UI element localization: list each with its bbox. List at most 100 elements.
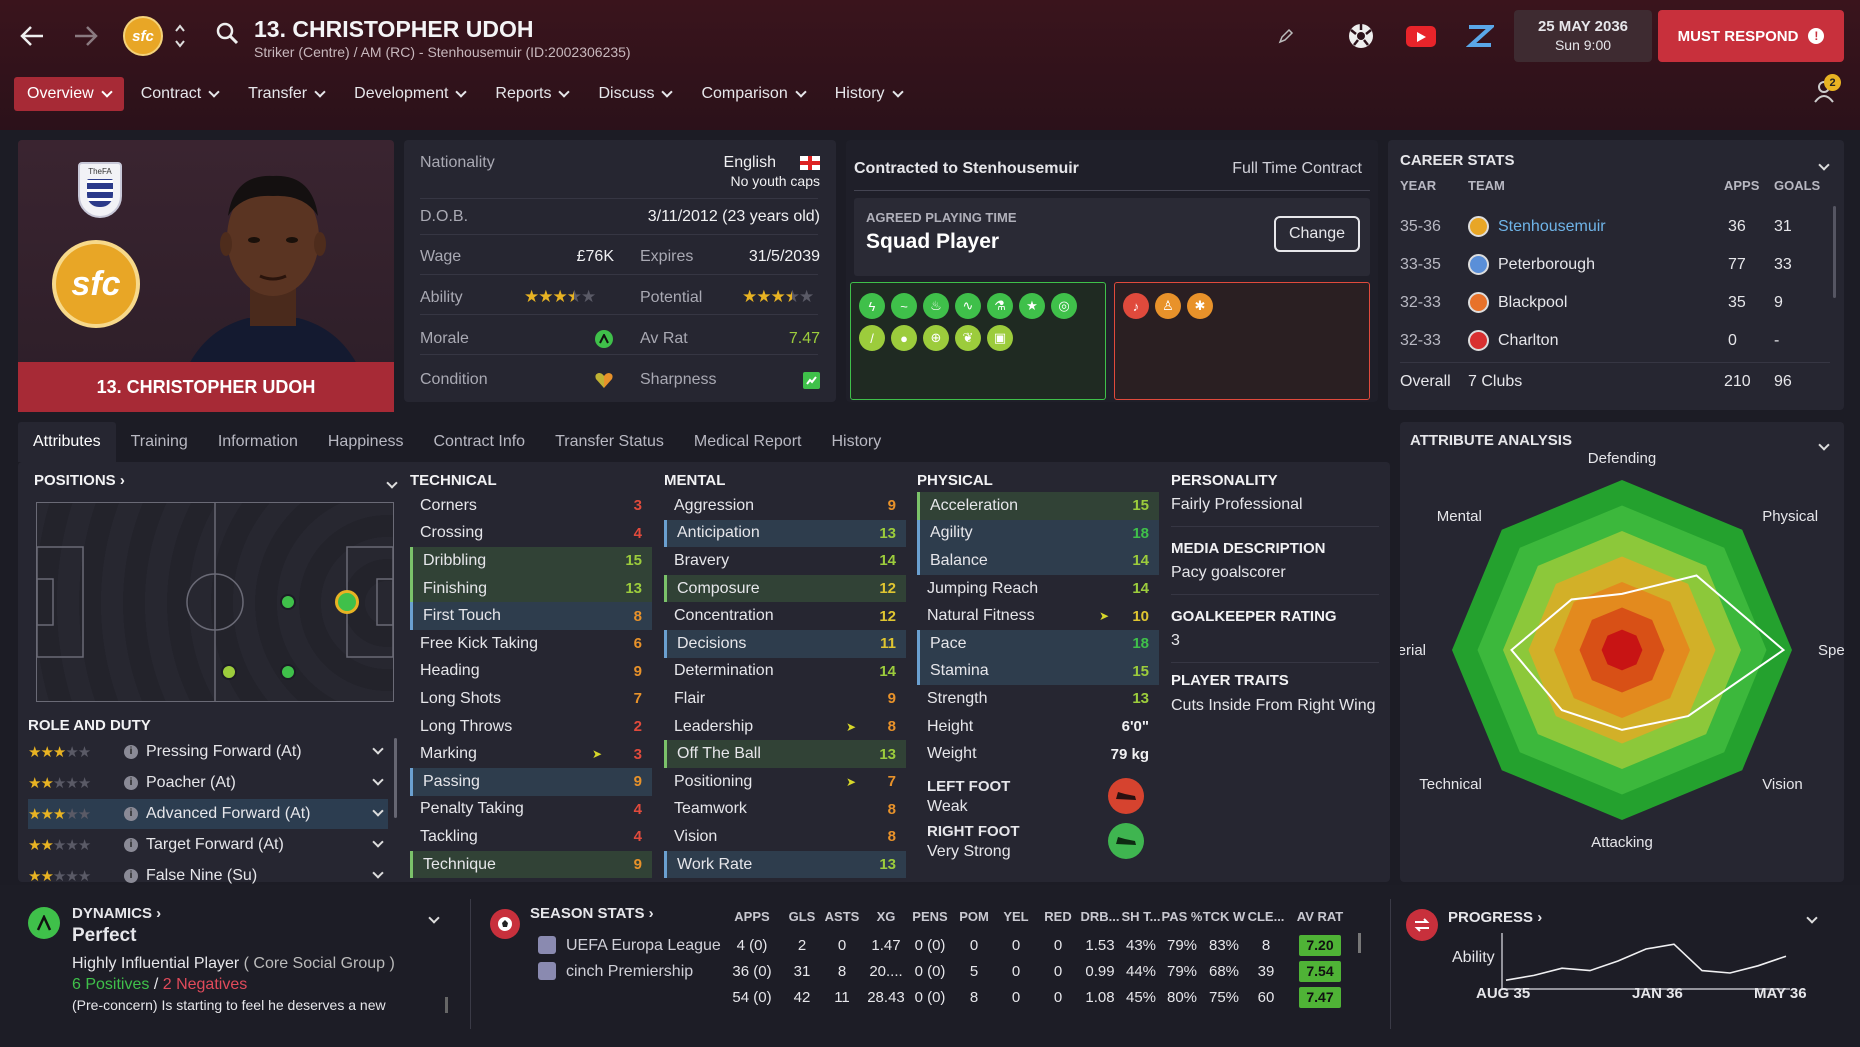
season-header[interactable]: XG	[876, 909, 896, 924]
must-respond-button[interactable]: MUST RESPOND !	[1658, 10, 1844, 62]
attr-agility[interactable]: Agility 18	[917, 519, 1159, 548]
tab-happiness[interactable]: Happiness	[327, 433, 404, 450]
progress-collapse-icon[interactable]	[1806, 909, 1818, 927]
menu-development[interactable]: Development	[341, 77, 478, 111]
positive-trait-icon[interactable]: ⚗	[987, 293, 1013, 319]
negative-trait-icon[interactable]: ♪	[1123, 293, 1149, 319]
attr-natural-fitness[interactable]: Natural Fitness ➤ 10	[927, 607, 1149, 625]
position-dot-am-c[interactable]	[280, 594, 296, 610]
roles-scrollbar[interactable]	[394, 738, 397, 818]
season-stats-title[interactable]: SEASON STATS ›	[530, 905, 654, 922]
attr-penalty-taking[interactable]: Penalty Taking 4	[420, 800, 642, 818]
forward-arrow-icon[interactable]	[68, 18, 104, 54]
positive-trait-icon[interactable]: ❦	[955, 325, 981, 351]
season-header[interactable]: TCK W	[1202, 909, 1246, 924]
date-box[interactable]: 25 MAY 2036 Sun 9:00	[1514, 10, 1652, 62]
chevron-down-icon[interactable]	[372, 743, 384, 755]
positive-trait-icon[interactable]: ★	[1019, 293, 1045, 319]
role-row[interactable]: ★★★★★ i False Nine (Su)	[28, 861, 388, 885]
role-row[interactable]: ★★★★★ i Poacher (At)	[28, 768, 388, 798]
tab-contract-info[interactable]: Contract Info	[433, 433, 526, 450]
attr-work-rate[interactable]: Work Rate 13	[664, 850, 906, 879]
attr-heading[interactable]: Heading 9	[420, 662, 642, 680]
attr-first-touch[interactable]: First Touch 8	[410, 602, 652, 630]
tab-attributes[interactable]: Attributes	[18, 422, 116, 462]
positive-trait-icon[interactable]: ∿	[955, 293, 981, 319]
career-row[interactable]: 32-33 Blackpool 35 9	[1388, 284, 1828, 321]
attr-bravery[interactable]: Bravery 14	[674, 551, 896, 570]
menu-transfer[interactable]: Transfer	[235, 77, 337, 111]
career-team[interactable]: Stenhousemuir	[1498, 217, 1606, 235]
season-header[interactable]: YEL	[1003, 909, 1029, 924]
tab-information[interactable]: Information	[217, 433, 298, 450]
competition-name[interactable]: UEFA Europa League	[566, 937, 721, 954]
chevron-down-icon[interactable]	[372, 836, 384, 848]
attr-long-throws[interactable]: Long Throws 2	[420, 717, 642, 736]
change-button[interactable]: Change	[1274, 216, 1360, 252]
role-row[interactable]: ★★★★★ i Advanced Forward (At)	[28, 799, 388, 829]
menu-contract[interactable]: Contract	[128, 77, 231, 111]
menu-discuss[interactable]: Discuss	[585, 77, 684, 111]
position-dot-am-r[interactable]	[280, 664, 296, 680]
positions-title[interactable]: POSITIONS ›	[34, 472, 125, 489]
info-icon[interactable]: i	[124, 776, 138, 790]
edit-pencil-icon[interactable]	[1278, 28, 1294, 49]
season-header[interactable]: PENS	[912, 909, 948, 924]
video-play-icon[interactable]	[1406, 26, 1436, 47]
career-scrollbar[interactable]	[1833, 206, 1836, 298]
attr-balance[interactable]: Balance 14	[917, 547, 1159, 575]
season-header[interactable]: DRB...	[1080, 909, 1120, 924]
season-header[interactable]: PAS %	[1161, 909, 1203, 924]
attr-positioning[interactable]: Positioning ➤ 7	[674, 772, 896, 791]
attr-vision[interactable]: Vision 8	[674, 827, 896, 846]
career-team[interactable]: Charlton	[1498, 331, 1559, 349]
tab-transfer-status[interactable]: Transfer Status	[555, 433, 664, 450]
attr-composure[interactable]: Composure 12	[664, 574, 906, 603]
info-icon[interactable]: i	[124, 869, 138, 883]
season-header[interactable]: CLE...	[1247, 909, 1285, 924]
info-icon[interactable]: i	[124, 745, 138, 759]
position-dot-m-c[interactable]	[221, 664, 237, 680]
attr-stamina[interactable]: Stamina 15	[917, 657, 1159, 686]
positive-trait-icon[interactable]: ⊕	[923, 325, 949, 351]
attr-aggression[interactable]: Aggression 9	[674, 496, 896, 515]
info-icon[interactable]: i	[124, 807, 138, 821]
competition-name[interactable]: cinch Premiership	[566, 963, 694, 980]
positive-trait-icon[interactable]: ϟ	[859, 293, 885, 319]
attr-finishing[interactable]: Finishing 13	[410, 574, 652, 603]
club-switch-icon[interactable]	[174, 22, 186, 55]
attr-strength[interactable]: Strength 13	[927, 689, 1149, 708]
attr-leadership[interactable]: Leadership ➤ 8	[674, 717, 896, 736]
positive-trait-icon[interactable]: ●	[891, 325, 917, 351]
career-team[interactable]: Peterborough	[1498, 255, 1595, 273]
wage-value[interactable]: £76K	[576, 248, 614, 265]
chevron-down-icon[interactable]	[372, 805, 384, 817]
globe-icon[interactable]	[1347, 22, 1375, 55]
attr-teamwork[interactable]: Teamwork 8	[674, 800, 896, 818]
positive-trait-icon[interactable]: ♨	[923, 293, 949, 319]
back-arrow-icon[interactable]	[14, 18, 50, 54]
attr-acceleration[interactable]: Acceleration 15	[917, 492, 1159, 520]
attr-marking[interactable]: Marking ➤ 3	[420, 745, 642, 763]
position-dot-st-c[interactable]	[335, 590, 359, 614]
info-icon[interactable]: i	[124, 838, 138, 852]
chevron-down-icon[interactable]	[372, 867, 384, 879]
attr-concentration[interactable]: Concentration 12	[674, 607, 896, 625]
negative-trait-icon[interactable]: ♙	[1155, 293, 1181, 319]
season-header[interactable]: RED	[1044, 909, 1072, 924]
career-row[interactable]: 35-36 Stenhousemuir 36 31	[1388, 208, 1828, 245]
attr-pace[interactable]: Pace 18	[917, 629, 1159, 658]
attr-crossing[interactable]: Crossing 4	[420, 524, 642, 542]
attr-passing[interactable]: Passing 9	[410, 767, 652, 796]
attr-corners[interactable]: Corners 3	[420, 496, 642, 515]
season-header[interactable]: APPS	[734, 909, 770, 924]
dynamics-collapse-icon[interactable]	[428, 909, 440, 927]
positive-trait-icon[interactable]: /	[859, 325, 885, 351]
attr-long-shots[interactable]: Long Shots 7	[420, 689, 642, 708]
menu-comparison[interactable]: Comparison	[688, 77, 817, 111]
positions-collapse-icon[interactable]	[386, 474, 398, 492]
menu-overview[interactable]: Overview	[14, 77, 124, 111]
positive-trait-icon[interactable]: ◎	[1051, 293, 1077, 319]
role-row[interactable]: ★★★★★ i Target Forward (At)	[28, 830, 388, 860]
season-header[interactable]: ASTS	[824, 909, 860, 924]
